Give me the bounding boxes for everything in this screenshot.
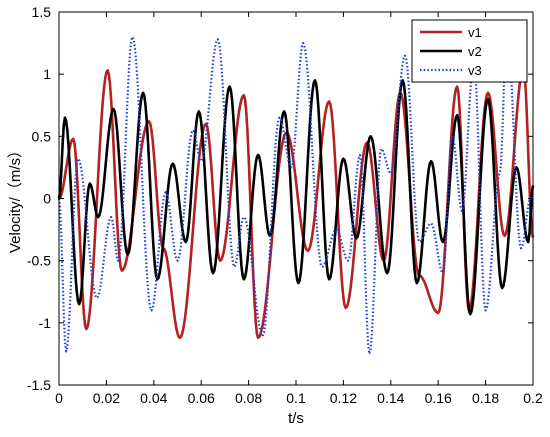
y-axis-label: Velocity/（m/s） <box>7 143 24 253</box>
legend-label-v1: v1 <box>468 25 482 40</box>
y-tick-label: 1.5 <box>32 4 52 20</box>
series-v1-line <box>58 66 535 340</box>
y-tick-label: -1.5 <box>27 377 51 393</box>
series-v3-line <box>57 29 533 356</box>
x-tick-label: 0.2 <box>523 390 543 406</box>
y-tick-label: 0 <box>43 191 51 207</box>
series-v2-line <box>57 79 535 316</box>
x-tick-label: 0.08 <box>235 390 262 406</box>
legend-label-v3: v3 <box>468 63 482 78</box>
y-tick-label: -0.5 <box>27 253 51 269</box>
series-layer <box>57 29 535 356</box>
legend: v1 v2 v3 <box>411 19 528 83</box>
x-tick-label: 0.18 <box>472 390 499 406</box>
x-tick-label: 0.1 <box>286 390 306 406</box>
tick-layer: 0 0.02 0.04 0.06 0.08 0.1 0.12 0.14 0.16 0.18 0.2 -… <box>27 4 543 406</box>
x-tick-label: 0 <box>55 390 63 406</box>
x-axis-label: t/s <box>288 410 304 427</box>
x-tick-label: 0.06 <box>188 390 215 406</box>
y-tick-label: 1 <box>43 66 51 82</box>
x-tick-label: 0.16 <box>425 390 452 406</box>
x-tick-label: 0.02 <box>93 390 120 406</box>
x-tick-label: 0.04 <box>140 390 167 406</box>
y-tick-label: 0.5 <box>32 128 52 144</box>
legend-label-v2: v2 <box>468 44 482 59</box>
x-tick-label: 0.12 <box>330 390 357 406</box>
y-tick-label: -1 <box>39 315 52 331</box>
x-tick-label: 0.14 <box>377 390 404 406</box>
